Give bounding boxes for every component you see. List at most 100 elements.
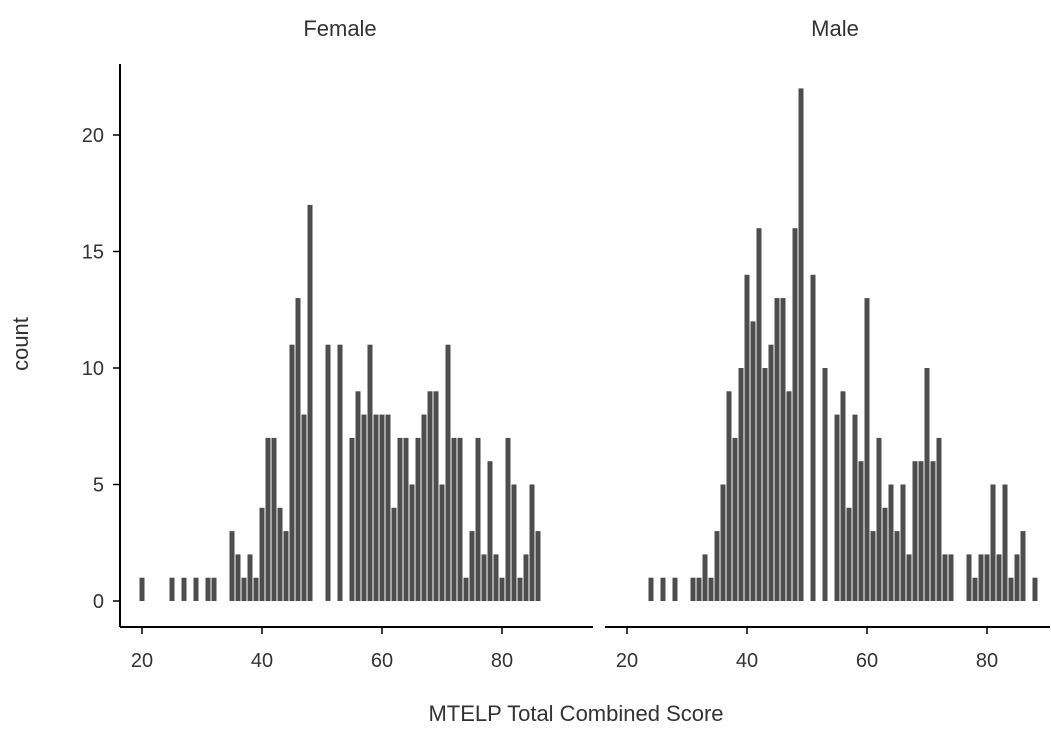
x-tick-label: 80 xyxy=(491,650,513,672)
histogram-bar xyxy=(295,298,301,601)
histogram-bar xyxy=(253,577,259,601)
histogram-bar xyxy=(762,368,768,601)
x-tick-label: 60 xyxy=(371,650,393,672)
histogram-bar xyxy=(774,298,780,601)
histogram-bar xyxy=(397,437,403,601)
histogram-bar xyxy=(271,437,277,601)
x-tick-label: 20 xyxy=(131,650,153,672)
histogram-bar xyxy=(415,437,421,601)
histogram-bar xyxy=(780,298,786,601)
histogram-bar xyxy=(1014,554,1020,601)
histogram-bar xyxy=(858,461,864,601)
histogram-bar xyxy=(918,461,924,601)
x-tick-label: 40 xyxy=(251,650,273,672)
histogram-bar xyxy=(1032,577,1038,601)
histogram-bar xyxy=(996,554,1002,601)
histogram-bar xyxy=(259,507,265,601)
histogram-bar xyxy=(481,554,487,601)
histogram-bar xyxy=(367,344,373,601)
histogram-bar xyxy=(469,531,475,601)
histogram-bar xyxy=(517,577,523,601)
histogram-bar xyxy=(361,414,367,601)
histogram-bar xyxy=(864,298,870,601)
histogram-bar xyxy=(505,437,511,601)
histogram-bar xyxy=(834,414,840,601)
histogram-bar xyxy=(852,414,858,601)
histogram-bar xyxy=(301,414,307,601)
histogram-bar xyxy=(978,554,984,601)
histogram-bar xyxy=(726,391,732,601)
x-axis-title: MTELP Total Combined Score xyxy=(428,701,723,726)
histogram-bar xyxy=(702,554,708,601)
histogram-bar xyxy=(840,391,846,601)
histogram-bar xyxy=(648,577,654,601)
histogram-bar xyxy=(822,368,828,601)
histogram-bar xyxy=(936,437,942,601)
histogram-bar xyxy=(876,437,882,601)
histogram-bar xyxy=(475,437,481,601)
histogram-bar xyxy=(277,507,283,601)
histogram-bar xyxy=(786,391,792,601)
histogram-bar xyxy=(732,437,738,601)
histogram-bar xyxy=(289,344,295,601)
histogram-bar xyxy=(990,484,996,601)
histogram-bar xyxy=(1002,484,1008,601)
histogram-bar xyxy=(457,437,463,601)
histogram-bar xyxy=(283,531,289,601)
histogram-bar xyxy=(205,577,211,601)
histogram-bar xyxy=(756,228,762,601)
histogram-bar xyxy=(792,228,798,601)
histogram-bar xyxy=(660,577,666,601)
histogram-bar xyxy=(1020,531,1026,601)
histogram-bar xyxy=(487,461,493,601)
histogram-bar xyxy=(463,577,469,601)
histogram-bar xyxy=(912,461,918,601)
y-tick-label: 10 xyxy=(82,358,104,380)
histogram-bar xyxy=(229,531,235,601)
histogram-bar xyxy=(888,484,894,601)
histogram-bar xyxy=(882,507,888,601)
histogram-bar xyxy=(337,344,343,601)
facet-title: Male xyxy=(811,16,859,41)
histogram-bar xyxy=(984,554,990,601)
histogram-bar xyxy=(672,577,678,601)
histogram-bar xyxy=(499,577,505,601)
facet-title: Female xyxy=(303,16,376,41)
histogram-bar xyxy=(241,577,247,601)
histogram-bar xyxy=(181,577,187,601)
histogram-bar xyxy=(966,554,972,601)
histogram-bar xyxy=(720,484,726,601)
histogram-bar xyxy=(421,414,427,601)
histogram-bar xyxy=(391,507,397,601)
histogram-bar xyxy=(535,531,541,601)
histogram-bar xyxy=(900,484,906,601)
histogram-bar xyxy=(355,391,361,601)
y-axis-title: count xyxy=(8,317,33,371)
x-tick-label: 40 xyxy=(736,650,758,672)
histogram-bar xyxy=(972,577,978,601)
y-tick-label: 15 xyxy=(82,242,104,264)
histogram-bar xyxy=(409,484,415,601)
histogram-bar xyxy=(325,344,331,601)
histogram-bar xyxy=(930,461,936,601)
histogram-bar xyxy=(349,437,355,601)
histogram-bar xyxy=(523,554,529,601)
histogram-bar xyxy=(247,554,253,601)
histogram-bar xyxy=(385,414,391,601)
histogram-bar xyxy=(511,484,517,601)
facet-panel-female: Female 20 40 60 80 0 5 10 15 20 xyxy=(82,16,593,672)
histogram-bar xyxy=(894,531,900,601)
histogram-bar xyxy=(235,554,241,601)
facet-panels: Female 20 40 60 80 0 5 10 15 20 Male 20 40 60 80 xyxy=(82,16,1050,672)
histogram-bar xyxy=(948,554,954,601)
histogram-bar xyxy=(744,274,750,601)
histogram-bar xyxy=(750,321,756,601)
histogram-bar xyxy=(403,437,409,601)
histogram-bar xyxy=(924,368,930,601)
histogram-bar xyxy=(942,554,948,601)
histogram-bar xyxy=(846,507,852,601)
histogram-bar xyxy=(870,531,876,601)
histogram-bar xyxy=(307,204,313,601)
histogram-bar xyxy=(493,554,499,601)
histogram-bar xyxy=(1008,577,1014,601)
